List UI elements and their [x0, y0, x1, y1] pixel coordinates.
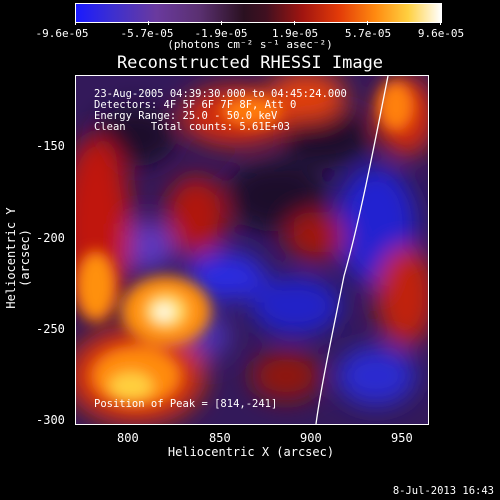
colorbar-tick [148, 21, 149, 25]
y-tick-label: -150 [36, 139, 65, 153]
y-tick-label: -300 [36, 413, 65, 427]
plot-title: Reconstructed RHESSI Image [116, 53, 384, 73]
y-tick-label: -200 [36, 231, 65, 245]
colorbar-tick-label: 1.9e-05 [271, 27, 319, 40]
time-range-label: 23-Aug-2005 04:39:30.000 to 04:45:24.000 [94, 88, 347, 100]
y-axis-label: Heliocentric Y (arcsec) [4, 207, 32, 309]
colorbar-tick [367, 21, 368, 25]
colorbar-units: (photons cm⁻² s⁻¹ asec⁻²) [167, 38, 333, 51]
x-tick-label: 800 [117, 431, 139, 445]
colorbar-tick [440, 21, 441, 25]
colorbar [75, 3, 442, 23]
colorbar-tick-label: -5.7e-05 [120, 27, 174, 40]
x-tick-label: 950 [391, 431, 413, 445]
solar-limb [315, 76, 389, 424]
timestamp: 8-Jul-2013 16:43 [392, 485, 494, 497]
peak-position-label: Position of Peak = [814,-241] [94, 398, 278, 410]
colorbar-tick-label: 5.7e-05 [344, 27, 392, 40]
colorbar-tick [294, 21, 295, 25]
x-tick-label: 900 [300, 431, 322, 445]
clean-counts-label: Clean Total counts: 5.61E+03 [94, 121, 290, 133]
colorbar-tick [75, 21, 76, 25]
colorbar-tick-label: -9.6e-05 [35, 27, 89, 40]
heatmap-image [76, 76, 428, 424]
image-plot[interactable]: 23-Aug-2005 04:39:30.000 to 04:45:24.000… [75, 75, 429, 425]
colorbar-tick-label: 9.6e-05 [417, 27, 465, 40]
energy-range-label: Energy Range: 25.0 - 50.0 keV [94, 110, 278, 122]
colorbar-tick [221, 21, 222, 25]
x-axis-label: Heliocentric X (arcsec) [167, 445, 335, 459]
detectors-label: Detectors: 4F 5F 6F 7F 8F, Att 0 [94, 99, 297, 111]
colorbar-tick-label: -1.9e-05 [194, 27, 248, 40]
x-tick-label: 850 [209, 431, 231, 445]
y-tick-label: -250 [36, 322, 65, 336]
